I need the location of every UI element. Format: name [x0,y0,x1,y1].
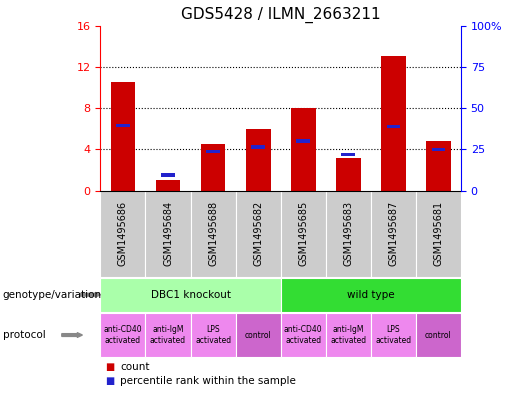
Text: anti-CD40
activated: anti-CD40 activated [104,325,142,345]
Bar [111,82,135,191]
Text: anti-IgM
activated: anti-IgM activated [330,325,366,345]
Text: GSM1495682: GSM1495682 [253,201,263,266]
Bar [207,150,220,153]
Bar [161,173,175,177]
Bar [146,313,191,357]
Bar [236,191,281,277]
Bar [416,191,461,277]
Text: anti-IgM
activated: anti-IgM activated [150,325,186,345]
Text: count: count [120,362,149,372]
Bar [381,57,406,191]
Text: control: control [245,331,271,340]
Text: ■: ■ [106,362,115,372]
Bar [201,144,226,191]
Bar [336,158,360,191]
Bar [100,278,281,312]
Text: genotype/variation: genotype/variation [3,290,101,300]
Title: GDS5428 / ILMN_2663211: GDS5428 / ILMN_2663211 [181,7,381,23]
Text: GSM1495688: GSM1495688 [208,201,218,266]
Bar [416,313,461,357]
Bar [191,313,236,357]
Text: LPS
activated: LPS activated [195,325,231,345]
Bar [325,191,371,277]
Bar [100,313,146,357]
Bar [341,153,355,156]
Text: control: control [425,331,452,340]
Bar [156,180,180,191]
Text: wild type: wild type [347,290,394,300]
Text: anti-CD40
activated: anti-CD40 activated [284,325,322,345]
Bar [426,141,451,191]
Text: DBC1 knockout: DBC1 knockout [150,290,231,300]
Text: GSM1495686: GSM1495686 [118,201,128,266]
Text: GSM1495684: GSM1495684 [163,201,173,266]
Bar [251,145,265,149]
Bar [191,191,236,277]
Bar [116,124,130,127]
Text: GSM1495683: GSM1495683 [344,201,353,266]
Bar [291,108,316,191]
Bar [371,313,416,357]
Bar [236,313,281,357]
Bar [100,191,146,277]
Text: LPS
activated: LPS activated [375,325,411,345]
Bar [432,147,445,151]
Text: GSM1495681: GSM1495681 [434,201,443,266]
Bar [281,278,461,312]
Bar [246,129,270,191]
Bar [281,313,325,357]
Text: GSM1495687: GSM1495687 [388,201,398,266]
Bar [325,313,371,357]
Text: ■: ■ [106,376,115,386]
Bar [297,139,310,143]
Bar [371,191,416,277]
Text: protocol: protocol [3,330,45,340]
Text: percentile rank within the sample: percentile rank within the sample [120,376,296,386]
Bar [281,191,325,277]
Text: GSM1495685: GSM1495685 [298,201,308,266]
Bar [146,191,191,277]
Bar [387,125,400,129]
